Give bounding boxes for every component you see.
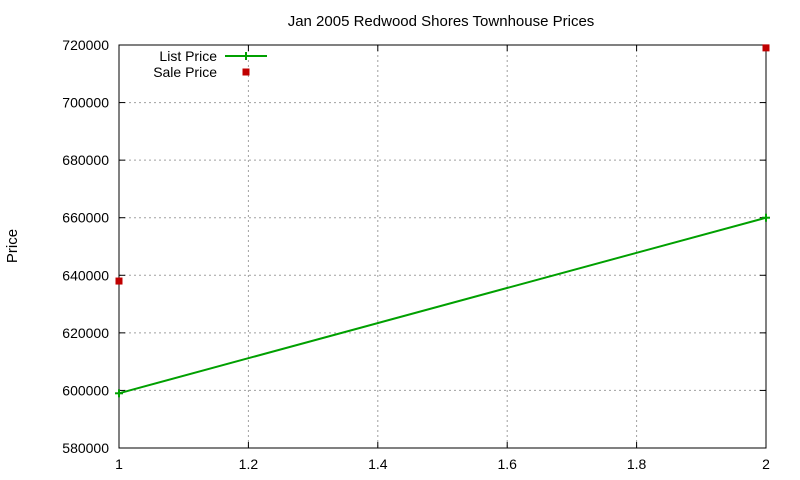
legend-marker-2 (242, 68, 250, 76)
x-tick-label: 1.8 (627, 456, 647, 472)
x-tick-label: 1.4 (368, 456, 388, 472)
y-tick-label: 700000 (62, 95, 109, 111)
x-tick-label: 1.2 (239, 456, 259, 472)
tick-labels: 1 1.2 1.4 1.6 1.8 2 580000 600000 620000 640000 66… (62, 37, 770, 472)
grid-lines (119, 45, 766, 448)
y-tick-label: 600000 (62, 382, 109, 398)
series-line-1 (118, 216, 767, 395)
y-tick-label: 620000 (62, 325, 109, 341)
chart-title: Jan 2005 Redwood Shores Townhouse Prices (288, 13, 595, 30)
y-tick-label: 720000 (62, 37, 109, 53)
data-point-2-2 (762, 44, 770, 52)
axes-frame (118, 44, 767, 449)
y-tick-label: 660000 (62, 210, 109, 226)
y-tick-label: 680000 (62, 152, 109, 168)
legend-label-1: List Price (159, 48, 217, 64)
series-marks (115, 44, 770, 398)
y-tick-label: 580000 (62, 440, 109, 456)
legend-label-2: Sale Price (153, 64, 217, 80)
x-tick-label: 1 (115, 456, 123, 472)
x-tick-label: 1.6 (497, 456, 517, 472)
y-axis-label: Price (4, 229, 21, 263)
plot-frame (118, 44, 767, 449)
y-tick-label: 640000 (62, 267, 109, 283)
data-point-2-1 (115, 277, 123, 285)
x-tick-label: 2 (762, 456, 770, 472)
